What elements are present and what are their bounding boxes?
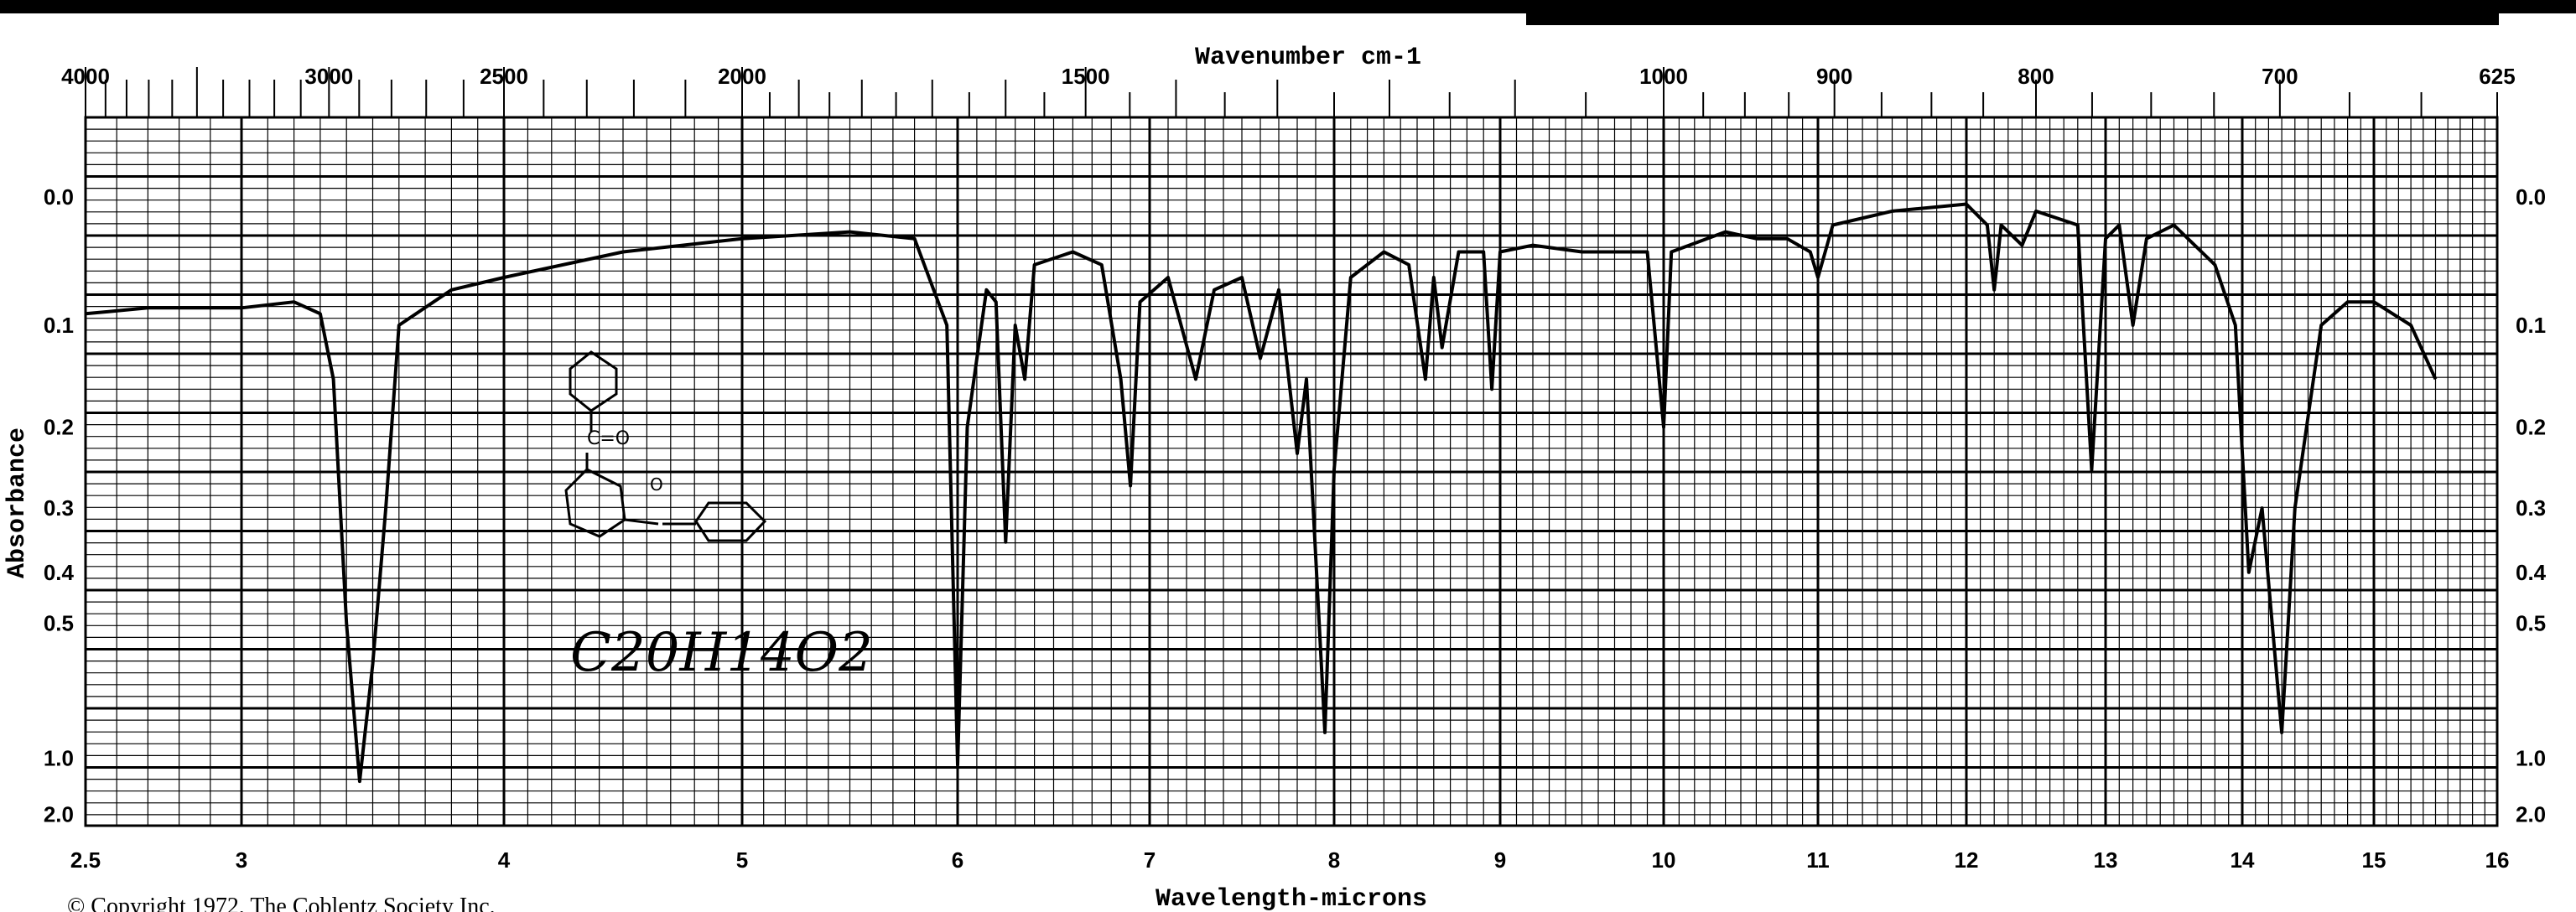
spectrum-line [85,202,2438,784]
tick-labels: 2.5 3 4 5 6 7 8 9 10 11 12 13 14 15 16 4000 3000 2500 2000… [44,64,2547,873]
x-tick-label: 10 [1652,847,1676,873]
y-tick-label-left: 0.5 [44,611,74,636]
svg-text:O: O [650,474,663,495]
y-tick-label-right: 0.2 [2516,415,2546,440]
y-tick-label-right: 0.0 [2516,184,2546,210]
x-tick-label: 9 [1494,847,1506,873]
x-tick-label: 5 [736,847,748,873]
y-tick-label-left: 0.0 [44,184,74,210]
y-tick-label-right: 0.3 [2516,495,2546,521]
x-tick-label: 7 [1144,847,1156,873]
x-tick-label: 8 [1328,847,1340,873]
x-tick-label: 12 [1955,847,1979,873]
structure-drawing: C=O O [564,350,767,542]
y-tick-label-right: 0.5 [2516,611,2546,636]
x-tick-label: 14 [2231,847,2255,873]
x-tick-label: 16 [2485,847,2510,873]
x-tick-label: 3 [236,847,247,873]
y-axis-title: Absorbance [3,428,32,578]
x-tick-label: 11 [1806,847,1830,873]
copyright-text: © Copyright 1972, The Coblentz Society I… [67,894,496,912]
x2-tick-label: 1500 [1062,64,1110,89]
top-black-bar [0,0,2576,13]
x2-tick-label: 700 [2262,64,2298,89]
y-tick-label-right: 0.4 [2516,560,2547,585]
x2-tick-label: 2000 [718,64,766,89]
x2-tick-label: 4000 [61,64,110,89]
x2-tick-label: 2500 [480,64,528,89]
x-tick-label: 2.5 [70,847,101,873]
y-tick-label-left: 1.0 [44,746,74,771]
top-black-bar-right [1526,12,2499,25]
y-tick-label-right: 0.1 [2516,313,2546,338]
x2-tick-label: 1000 [1639,64,1688,89]
x2-tick-label: 900 [1816,64,1852,89]
svg-text:C=O: C=O [587,428,630,449]
chart-grid [85,116,2499,826]
molecular-formula: C20H14O2 [570,622,873,684]
y-tick-label-left: 0.2 [44,415,74,440]
y-tick-label-right: 1.0 [2516,746,2546,771]
x2-axis-title: Wavenumber cm-1 [1195,44,1421,72]
x-axis-title: Wavelength-microns [1156,885,1427,912]
x2-tick-label: 625 [2479,64,2515,89]
x2-tick-label: 800 [2018,64,2054,89]
x2-tick-label: 3000 [304,64,353,89]
y-tick-label-right: 2.0 [2516,802,2546,827]
y-tick-label-left: 2.0 [44,802,74,827]
x-tick-label: 15 [2362,847,2386,873]
x-tick-label: 6 [952,847,963,873]
y-tick-label-left: 0.4 [44,560,75,585]
y-tick-label-left: 0.1 [44,313,74,338]
plot-frame [84,116,2499,827]
x-tick-label: 13 [2094,847,2118,873]
chart-axes [84,67,2499,827]
y-tick-label-left: 0.3 [44,495,74,521]
x-tick-label: 4 [498,847,511,873]
